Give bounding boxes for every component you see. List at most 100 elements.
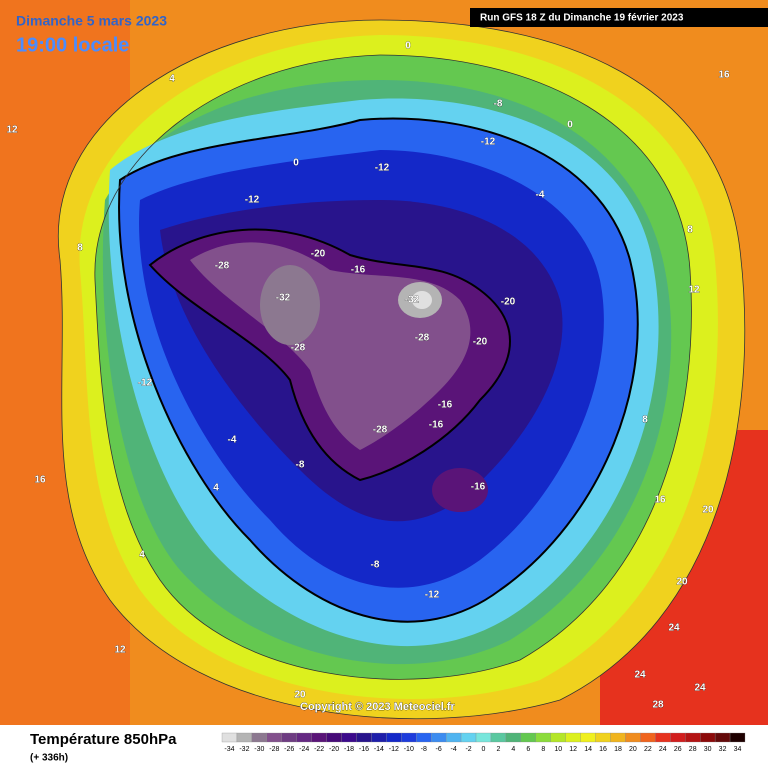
legend-label: -32 bbox=[239, 746, 249, 753]
legend-swatch bbox=[550, 732, 566, 743]
contour-label: -28 bbox=[373, 425, 388, 436]
contour-label: -28 bbox=[215, 261, 230, 272]
legend-swatch bbox=[685, 732, 701, 743]
contour-label: 20 bbox=[676, 577, 688, 588]
legend-swatch bbox=[640, 732, 656, 743]
legend-swatch bbox=[401, 732, 417, 743]
legend-swatch bbox=[266, 732, 282, 743]
legend-swatch bbox=[714, 732, 731, 743]
contour-label: -16 bbox=[429, 420, 444, 431]
legend-swatch bbox=[700, 732, 716, 743]
forecast-date: Dimanche 5 mars 2023 bbox=[16, 13, 167, 29]
legend-label: 22 bbox=[644, 746, 652, 753]
legend-label: -2 bbox=[465, 746, 471, 753]
legend-label: 14 bbox=[584, 746, 592, 753]
legend-label: -22 bbox=[314, 746, 324, 753]
legend-label: 4 bbox=[511, 746, 515, 753]
legend-label: 32 bbox=[719, 746, 727, 753]
contour-label: 0 bbox=[405, 41, 411, 52]
contour-label: 16 bbox=[718, 70, 730, 81]
legend-label: 2 bbox=[496, 746, 500, 753]
legend-label: 30 bbox=[704, 746, 712, 753]
legend-swatch bbox=[371, 732, 387, 743]
legend-swatch bbox=[460, 732, 477, 743]
legend-swatch bbox=[445, 732, 462, 743]
legend-label: 0 bbox=[482, 746, 486, 753]
contour-label: 12 bbox=[114, 645, 126, 656]
contour-label: -20 bbox=[311, 249, 326, 260]
variable-title: Température 850hPa bbox=[30, 731, 177, 748]
forecast-time: 19:00 locale bbox=[16, 34, 129, 56]
color-legend: -34 -32 -30 -28 -26 -24 -22 -20 -18 -16 -14 -12 -10-… bbox=[221, 732, 746, 753]
contour-label: -12 bbox=[138, 378, 153, 389]
legend-swatch bbox=[520, 732, 536, 743]
legend-label: 12 bbox=[569, 746, 577, 753]
legend-swatch bbox=[251, 732, 267, 743]
legend-swatch bbox=[610, 732, 626, 743]
legend-swatch bbox=[625, 732, 641, 743]
legend-swatch bbox=[475, 732, 492, 743]
legend-label: 8 bbox=[541, 746, 545, 753]
legend-label: -34 bbox=[224, 746, 234, 753]
legend-label: -14 bbox=[374, 746, 384, 753]
legend-swatch bbox=[386, 732, 402, 743]
legend-swatch bbox=[221, 732, 238, 743]
contour-label: 16 bbox=[654, 495, 666, 506]
contour-label: 4 bbox=[139, 550, 145, 561]
contour-label: 0 bbox=[567, 120, 573, 131]
contour-label: 8 bbox=[77, 243, 83, 254]
contour-label: -12 bbox=[425, 590, 440, 601]
contour-label: -8 bbox=[494, 99, 503, 110]
legend-label: -8 bbox=[421, 746, 427, 753]
legend-swatch bbox=[341, 732, 357, 743]
contour-label: -20 bbox=[501, 297, 516, 308]
legend-label: 20 bbox=[629, 746, 637, 753]
legend-swatch bbox=[535, 732, 551, 743]
contour-label: -16 bbox=[471, 482, 486, 493]
contour-label: -20 bbox=[473, 337, 488, 348]
legend-swatch bbox=[236, 732, 253, 743]
contour-label: 20 bbox=[702, 505, 714, 516]
contour-label: -16 bbox=[351, 265, 366, 276]
legend-swatch bbox=[281, 732, 297, 743]
contour-label: 24 bbox=[694, 683, 706, 694]
contour-label: 24 bbox=[668, 623, 680, 634]
contour-label: -16 bbox=[438, 400, 453, 411]
legend-label: 24 bbox=[659, 746, 667, 753]
legend-label: 10 bbox=[554, 746, 562, 753]
legend-label: -28 bbox=[269, 746, 279, 753]
lead-time: (+ 336h) bbox=[30, 753, 68, 764]
legend-label: -18 bbox=[344, 746, 354, 753]
contour-label: 4 bbox=[213, 483, 219, 494]
legend-label: -6 bbox=[436, 746, 442, 753]
legend-label: -16 bbox=[359, 746, 369, 753]
legend-swatch bbox=[416, 732, 432, 743]
contour-label: 8 bbox=[687, 225, 693, 236]
legend-swatch bbox=[655, 732, 671, 743]
contour-label: -28 bbox=[415, 333, 430, 344]
contour-label: 12 bbox=[6, 125, 18, 136]
legend-label: -12 bbox=[389, 746, 399, 753]
legend-label: 26 bbox=[674, 746, 682, 753]
footer bbox=[0, 725, 768, 768]
legend-swatch bbox=[356, 732, 372, 743]
contour-label: -8 bbox=[296, 460, 305, 471]
contour-label: 0 bbox=[293, 158, 299, 169]
run-info: Run GFS 18 Z du Dimanche 19 février 2023 bbox=[480, 13, 684, 24]
contour-label: 28 bbox=[652, 700, 664, 711]
legend-label: -30 bbox=[254, 746, 264, 753]
legend-label: 28 bbox=[689, 746, 697, 753]
legend-label: -4 bbox=[450, 746, 456, 753]
contour-label: 4 bbox=[169, 74, 175, 85]
contour-label: -28 bbox=[291, 343, 306, 354]
temperature-field: -32 -32 -28 -28 -28 -28 -20 -20 -20 -16 -16 -16 -16 -… bbox=[0, 0, 768, 725]
contour-label: 8 bbox=[642, 415, 648, 426]
legend-label: 16 bbox=[599, 746, 607, 753]
contour-labels: -32 -32 -28 -28 -28 -28 -20 -20 -20 -16 -16 -16 -16 -… bbox=[6, 40, 730, 711]
legend-swatch bbox=[490, 732, 507, 743]
copyright: Copyright © 2023 Meteociel.fr bbox=[300, 701, 456, 713]
contour-label: -8 bbox=[371, 560, 380, 571]
legend-swatch bbox=[311, 732, 327, 743]
contour-label: -4 bbox=[536, 190, 545, 201]
